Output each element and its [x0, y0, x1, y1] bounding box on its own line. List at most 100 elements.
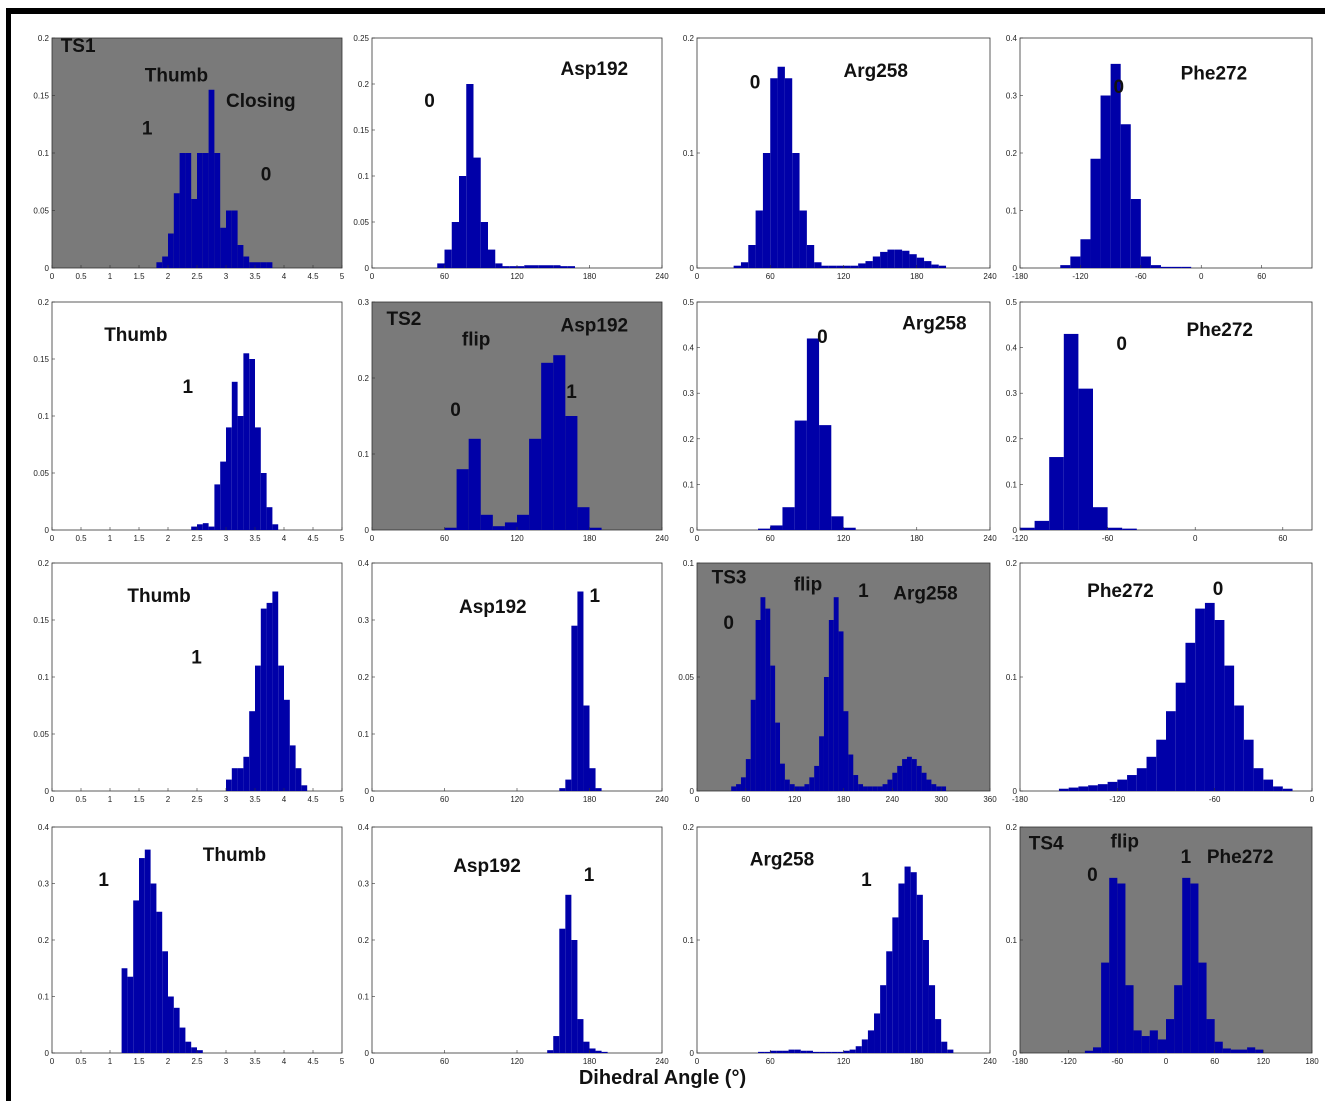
x-tick-label: 300	[934, 795, 948, 804]
x-tick-label: 60	[766, 1057, 775, 1066]
histogram-bar	[831, 516, 844, 530]
histogram-bar	[214, 153, 221, 268]
histogram-bar	[755, 210, 763, 268]
histogram-bar	[833, 597, 839, 791]
histogram-bar	[571, 940, 578, 1053]
x-tick-label: 180	[583, 272, 597, 281]
x-tick-label: 240	[983, 1057, 997, 1066]
histogram-bar	[770, 665, 776, 791]
panel-annotation: 1	[191, 647, 202, 668]
panel-annotation: 0	[723, 613, 734, 634]
y-tick-label: 0.2	[38, 936, 50, 945]
histogram-bar	[819, 425, 832, 530]
y-tick-label: 0	[45, 1049, 50, 1058]
y-tick-label: 0.4	[38, 823, 50, 832]
histogram-bar	[902, 250, 910, 268]
histogram-bar	[444, 249, 452, 268]
histogram-bar	[1230, 1049, 1239, 1053]
y-tick-label: 0.2	[358, 374, 370, 383]
histogram-bar	[468, 438, 481, 530]
y-tick-label: 0	[45, 787, 50, 796]
x-tick-label: 4	[282, 272, 287, 281]
histogram-bar	[843, 527, 856, 530]
y-tick-label: 0.1	[358, 450, 370, 459]
panel-annotation: 1	[858, 581, 869, 602]
histogram-bar	[904, 866, 911, 1053]
histogram-bar	[1093, 1047, 1102, 1053]
panel-annotation: Thumb	[127, 586, 190, 607]
x-tick-label: 2.5	[191, 534, 203, 543]
histogram-bar	[762, 153, 771, 268]
histogram-bar	[473, 157, 481, 268]
histogram-bar	[595, 788, 602, 791]
histogram-bar	[1058, 788, 1069, 791]
histogram-bar	[909, 254, 917, 268]
histogram-bar	[1239, 1049, 1248, 1053]
histogram-bar	[559, 928, 566, 1053]
histogram-bar	[1166, 1019, 1175, 1053]
histogram-bar	[931, 784, 937, 791]
x-tick-label: 5	[340, 534, 345, 543]
x-tick-label: -120	[1109, 795, 1126, 804]
x-tick-label: 120	[510, 795, 524, 804]
histogram-bar	[237, 768, 244, 791]
y-tick-label: 0.2	[38, 559, 50, 568]
histogram-bar	[437, 263, 445, 268]
x-tick-label: 1	[108, 1057, 113, 1066]
histogram-bar	[806, 245, 815, 268]
histogram-bar	[863, 786, 868, 791]
panel-background	[51, 562, 343, 792]
histogram-bar	[1273, 786, 1283, 791]
histogram-bar	[764, 1051, 771, 1053]
histogram-bar	[794, 420, 807, 530]
histogram-bar	[1255, 1049, 1264, 1053]
histogram-bar	[819, 736, 824, 791]
histogram-bar	[495, 263, 503, 268]
histogram-bar	[191, 526, 197, 530]
histogram-bar	[1078, 786, 1089, 791]
histogram-bar	[936, 786, 942, 791]
histogram-bar	[121, 968, 128, 1053]
histogram-bar	[1195, 608, 1205, 791]
x-tick-label: 2	[166, 534, 171, 543]
histogram-bar	[947, 1049, 954, 1053]
histogram-bar	[843, 1050, 850, 1053]
y-tick-label: 0.1	[38, 673, 50, 682]
histogram-bar	[1109, 877, 1118, 1053]
histogram-bar	[872, 786, 878, 791]
histogram-bar	[150, 883, 157, 1053]
histogram-bar	[837, 1051, 844, 1053]
histogram-bar	[740, 777, 746, 791]
x-tick-label: 120	[788, 795, 802, 804]
histogram-bar	[789, 784, 795, 791]
histogram-bar	[466, 84, 474, 268]
histogram-bar	[872, 256, 881, 268]
histogram-bar	[1166, 711, 1176, 791]
x-tick-label: 4.5	[307, 795, 319, 804]
x-tick-label: 180	[583, 795, 597, 804]
histogram-bar	[1182, 877, 1191, 1053]
x-tick-label: 120	[510, 1057, 524, 1066]
y-tick-label: 0.1	[358, 172, 370, 181]
histogram-bar	[823, 677, 829, 791]
histogram-bar	[220, 227, 226, 268]
x-tick-label: -120	[1061, 1057, 1078, 1066]
histogram-bar	[1125, 985, 1134, 1053]
histogram-bar	[898, 883, 905, 1053]
panel-annotation: flip	[462, 329, 491, 350]
panel-annotation: 0	[1113, 77, 1124, 98]
histogram-bar	[567, 266, 575, 268]
histogram-panel-2: 0 60 120 180 240 0 0.05 0.1 0.15 0.2 0.25 Asp192 0	[353, 34, 669, 281]
histogram-bar	[553, 1036, 560, 1053]
x-tick-label: 0	[695, 534, 700, 543]
x-tick-label: 0	[1193, 534, 1198, 543]
histogram-panel-15: 0 60 120 180 240 0 0.1 0.2 Arg258 1	[683, 823, 997, 1066]
x-tick-label: 0	[370, 795, 375, 804]
histogram-bar	[1049, 457, 1064, 530]
histogram-panel-13: 0 0.5 1 1.5 2 2.5 3 3.5 4 4.5 5 0 0.1 0.2 0.3 0.4 Thumb 1	[38, 823, 345, 1066]
x-tick-label: 3.5	[249, 1057, 261, 1066]
histogram-bar	[231, 768, 238, 791]
y-tick-label: 0	[365, 264, 370, 273]
x-tick-label: 2.5	[191, 1057, 203, 1066]
